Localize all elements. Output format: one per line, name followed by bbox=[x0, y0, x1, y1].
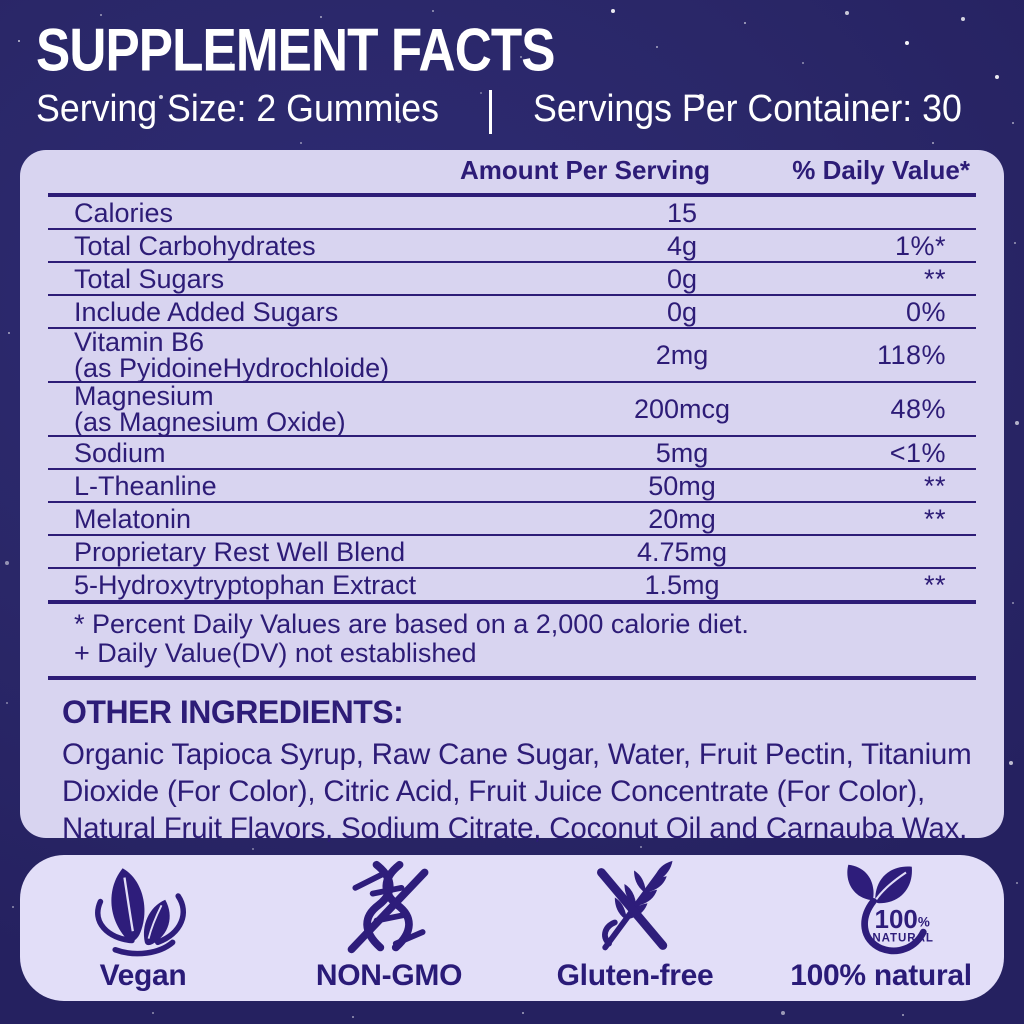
nutrient-daily-value: ** bbox=[923, 263, 946, 294]
supplement-facts-panel: Amount Per Serving % Daily Value* Calori… bbox=[20, 150, 1004, 845]
table-row: Total Sugars 0g ** bbox=[48, 263, 976, 296]
nutrient-daily-value: 0% bbox=[905, 296, 946, 327]
nutrient-name: Total Carbohydrates bbox=[74, 230, 316, 261]
facts-table-header: Amount Per Serving % Daily Value* bbox=[48, 150, 976, 197]
table-row: L-Theanline 50mg ** bbox=[48, 470, 976, 503]
svg-text:100%: 100% bbox=[875, 904, 930, 934]
badge-label: Gluten-free bbox=[556, 959, 714, 992]
badge-label: Vegan bbox=[99, 959, 187, 992]
other-ingredients-text: Natural Fruit Flavors, Sodium Citrate, C… bbox=[62, 812, 968, 845]
table-row: Magnesium (as Magnesium Oxide) 200mcg 48% bbox=[48, 383, 976, 437]
starfield-decoration bbox=[0, 0, 2, 2]
nutrient-daily-value: <1% bbox=[889, 437, 946, 468]
table-row: Include Added Sugars 0g 0% bbox=[48, 296, 976, 329]
column-header-daily-value: % Daily Value* bbox=[792, 155, 970, 185]
badge-label: 100% natural bbox=[790, 959, 972, 992]
table-row: Vitamin B6 (as PyidoineHydrochloide) 2mg … bbox=[48, 329, 976, 383]
nutrient-name: L-Theanline bbox=[74, 470, 217, 501]
footnote-dv-not-established: + Daily Value(DV) not established bbox=[74, 638, 477, 668]
nutrient-amount: 0g bbox=[666, 296, 698, 327]
non-gmo-dna-icon bbox=[347, 860, 429, 954]
nutrient-name: Magnesium bbox=[74, 381, 214, 411]
table-row: 5-Hydroxytryptophan Extract 1.5mg ** bbox=[48, 569, 976, 604]
badge-vegan: Vegan bbox=[20, 855, 266, 1001]
footnote-daily-value: * Percent Daily Values are based on a 2,… bbox=[74, 609, 749, 639]
nutrient-amount: 4g bbox=[666, 230, 698, 261]
servings-per-container-text: Servings Per Container: 30 bbox=[533, 88, 962, 130]
nutrient-amount: 5mg bbox=[655, 437, 709, 468]
icon-text-natural: NATURAL bbox=[872, 933, 934, 945]
other-ingredients-heading: OTHER INGREDIENTS: bbox=[62, 694, 404, 730]
nutrient-name: Calories bbox=[74, 197, 174, 228]
other-ingredients-text: Dioxide (For Color), Citric Acid, Fruit … bbox=[62, 775, 926, 808]
nutrient-daily-value: 1%* bbox=[894, 230, 946, 261]
nutrient-amount: 200mcg bbox=[633, 394, 731, 424]
nutrient-name: Sodium bbox=[74, 437, 166, 468]
badge-non-gmo: NON-GMO bbox=[266, 855, 512, 1001]
table-row: Calories 15 bbox=[48, 197, 976, 230]
nutrient-amount: 0g bbox=[666, 263, 698, 294]
nutrient-daily-value: ** bbox=[923, 470, 946, 501]
nutrient-name: 5-Hydroxytryptophan Extract bbox=[74, 569, 417, 600]
table-row: Proprietary Rest Well Blend 4.75mg bbox=[48, 536, 976, 569]
nutrient-name: Include Added Sugars bbox=[74, 296, 339, 327]
nutrient-amount: 2mg bbox=[655, 340, 709, 370]
badge-label: NON-GMO bbox=[315, 959, 463, 992]
badge-100-natural: 100% NATURAL 100% natural bbox=[758, 855, 1004, 1001]
page-title: SUPPLEMENT FACTS bbox=[36, 17, 555, 85]
gluten-free-wheat-icon bbox=[597, 860, 673, 951]
table-row: Total Carbohydrates 4g 1%* bbox=[48, 230, 976, 263]
nutrient-amount: 15 bbox=[666, 197, 698, 228]
nutrient-daily-value: 48% bbox=[890, 394, 946, 424]
nutrient-daily-value: ** bbox=[923, 569, 946, 600]
table-row: Melatonin 20mg ** bbox=[48, 503, 976, 536]
nutrient-name: Total Sugars bbox=[74, 263, 225, 294]
nutrient-name: Vitamin B6 bbox=[74, 327, 205, 357]
nutrient-name: Proprietary Rest Well Blend bbox=[74, 536, 406, 567]
nutrient-source: (as PyidoineHydrochloide) bbox=[74, 353, 390, 383]
other-ingredients-text: Organic Tapioca Syrup, Raw Cane Sugar, W… bbox=[62, 738, 972, 771]
column-header-amount: Amount Per Serving bbox=[460, 155, 710, 185]
nutrient-amount: 4.75mg bbox=[636, 536, 728, 567]
vegan-leaves-icon bbox=[95, 868, 186, 957]
serving-divider bbox=[489, 90, 492, 134]
nutrient-source: (as Magnesium Oxide) bbox=[74, 407, 346, 437]
nutrient-amount: 20mg bbox=[648, 503, 716, 534]
nutrient-amount: 1.5mg bbox=[644, 569, 720, 600]
nutrient-name: Melatonin bbox=[74, 503, 192, 534]
badges-panel: Vegan NON-GMO bbox=[20, 855, 1004, 1001]
serving-size-text: Serving Size: 2 Gummies bbox=[36, 88, 439, 130]
natural-leaf-swoosh-icon: 100% NATURAL bbox=[847, 864, 934, 955]
table-row: Sodium 5mg <1% bbox=[48, 437, 976, 470]
icon-text-100: 100 bbox=[875, 904, 918, 934]
nutrient-amount: 50mg bbox=[648, 470, 716, 501]
nutrient-daily-value: 118% bbox=[876, 340, 946, 370]
nutrient-daily-value: ** bbox=[923, 503, 946, 534]
footnotes: * Percent Daily Values are based on a 2,… bbox=[48, 604, 976, 680]
badge-gluten-free: Gluten-free bbox=[512, 855, 758, 1001]
icon-text-percent: % bbox=[918, 914, 930, 929]
